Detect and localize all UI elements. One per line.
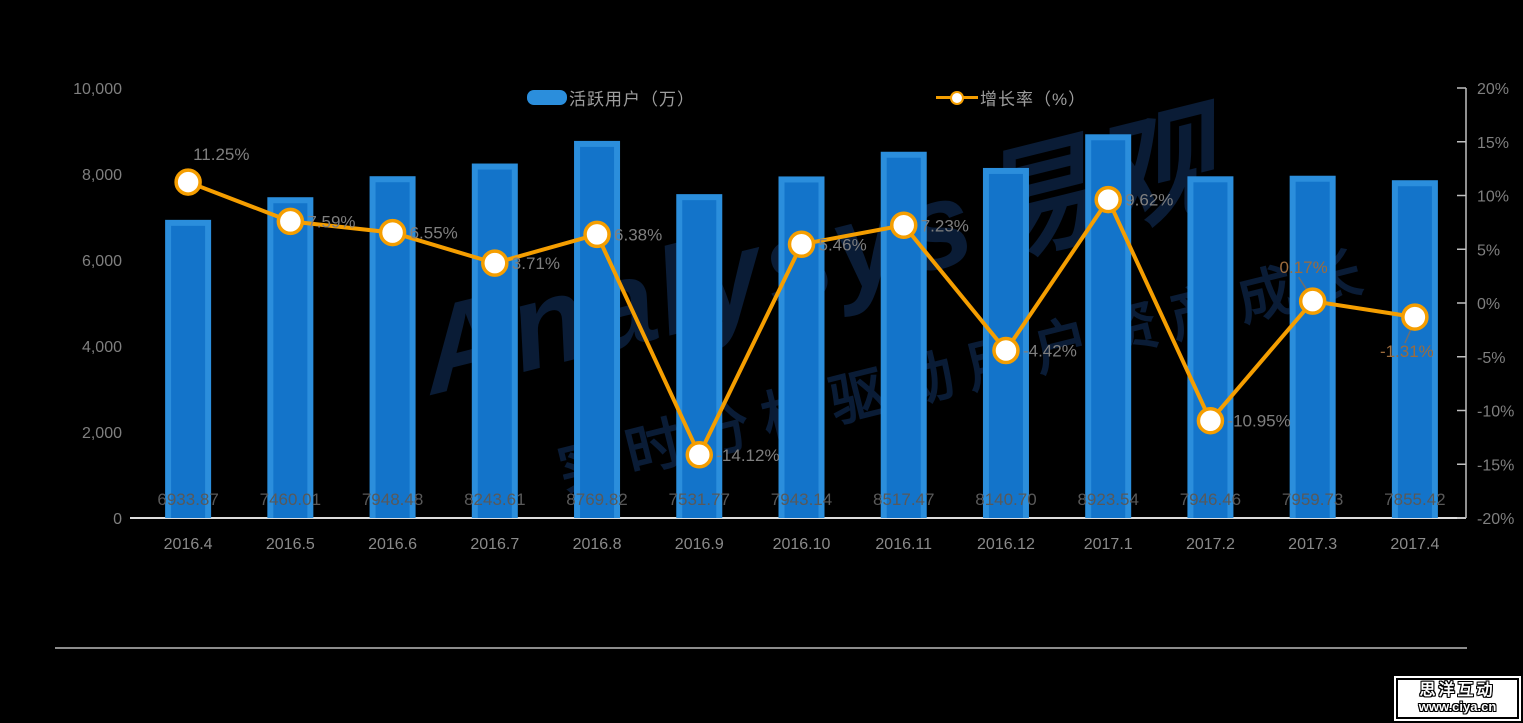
growth-label: 6.55% (410, 224, 458, 243)
growth-label: 0.17% (1280, 258, 1328, 277)
growth-label: 11.25% (193, 145, 249, 164)
right-axis-tick-label: 5% (1477, 242, 1500, 259)
left-axis-tick-label: 2,000 (82, 425, 122, 442)
bar-inner (477, 169, 512, 518)
growth-marker (685, 441, 714, 469)
legend-item-active-users: 活跃用户（万） (527, 86, 695, 109)
left-axis-tick-label: 6,000 (82, 253, 122, 270)
growth-marker (583, 220, 611, 249)
bar-inner (682, 200, 717, 518)
legend-item-growth-rate: 增长率（%） (936, 86, 1087, 109)
category-label: 2016.11 (875, 536, 932, 553)
growth-label: 6.38% (614, 225, 662, 244)
growth-marker (1196, 406, 1225, 435)
category-label: 2017.3 (1288, 536, 1337, 553)
bar-value-label: 6933.87 (157, 490, 218, 509)
legend-label-growth-rate: 增长率（%） (980, 89, 1087, 109)
bar-value-label: 7531.77 (669, 490, 730, 509)
bar-inner (1295, 181, 1330, 518)
right-axis-tick-label: 20% (1477, 81, 1509, 98)
footer-logo-url: www.ciya.cn (1418, 699, 1497, 715)
left-axis-tick-label: 10,000 (73, 81, 122, 98)
legend-line-swatch-icon (936, 90, 978, 105)
legend-label-active-users: 活跃用户（万） (569, 89, 695, 109)
right-axis-tick-label: -20% (1477, 511, 1514, 528)
category-label: 2016.4 (164, 536, 213, 553)
growth-label: 3.71% (512, 254, 560, 273)
growth-label: -1.31% (1380, 342, 1434, 361)
growth-marker (992, 336, 1020, 365)
bar-inner (273, 203, 308, 518)
legend-bar-swatch-icon (527, 89, 567, 105)
growth-label: -14.12% (716, 446, 779, 465)
category-label: 2017.1 (1084, 536, 1133, 553)
growth-marker (889, 211, 918, 240)
footer-logo-frame: 思洋互动 www.ciya.cn (1396, 678, 1519, 719)
growth-label: 5.46% (819, 235, 867, 254)
legend-line-marker-icon (950, 90, 964, 105)
left-axis-tick-label: 8,000 (82, 167, 122, 184)
left-axis-tick-label: 4,000 (82, 339, 122, 356)
right-axis-tick-label: -5% (1477, 350, 1505, 367)
left-axis-tick-label: 0 (113, 511, 122, 528)
bar-value-label: 8769.82 (566, 490, 627, 509)
growth-marker (1298, 287, 1327, 315)
category-label: 2017.2 (1186, 536, 1235, 553)
right-axis-tick-label: -10% (1477, 404, 1514, 421)
bar-inner (1397, 186, 1432, 519)
bar-value-label: 8517.47 (873, 490, 934, 509)
right-axis-tick-label: -15% (1477, 457, 1514, 474)
bar-inner (580, 146, 615, 518)
growth-marker (276, 207, 305, 236)
category-label: 2016.10 (773, 536, 831, 553)
category-label: 2016.7 (470, 536, 519, 553)
bar-value-label: 8243.61 (464, 490, 525, 509)
growth-marker (1094, 185, 1122, 214)
category-label: 2016.6 (368, 536, 417, 553)
category-label: 2016.5 (266, 536, 315, 553)
growth-label: 9.62% (1125, 191, 1173, 210)
bar-value-label: 7946.46 (1180, 490, 1241, 509)
bar-value-label: 7855.42 (1384, 490, 1445, 509)
growth-marker (1401, 303, 1429, 331)
bar-inner (1193, 182, 1228, 518)
bar-value-label: 7959.73 (1282, 490, 1343, 509)
category-label: 2016.9 (675, 536, 724, 553)
category-label: 2017.4 (1390, 536, 1439, 553)
right-axis-tick-label: 10% (1477, 189, 1509, 206)
growth-marker (787, 230, 816, 259)
growth-label: -4.42% (1023, 342, 1077, 361)
bar-value-label: 7948.48 (362, 490, 423, 509)
bar-value-label: 7460.01 (260, 490, 321, 509)
right-axis-tick-label: 15% (1477, 135, 1509, 152)
footer-logo: 思洋互动 www.ciya.cn (1394, 676, 1521, 721)
right-axis-tick-label: 0% (1477, 296, 1500, 313)
growth-label: 7.23% (921, 216, 969, 235)
bar-inner (171, 225, 206, 518)
bar-value-label: 8923.54 (1077, 490, 1138, 509)
category-label: 2016.8 (573, 536, 622, 553)
footer-divider (55, 647, 1467, 649)
growth-marker (481, 249, 509, 277)
bar-value-label: 7943.14 (771, 490, 832, 509)
growth-label: 7.59% (307, 212, 355, 231)
growth-label: -10.95% (1227, 412, 1290, 431)
growth-marker (378, 218, 407, 247)
footer-logo-title: 思洋互动 (1419, 682, 1496, 700)
growth-marker (174, 168, 202, 196)
bar-value-label: 8140.70 (975, 490, 1036, 509)
category-label: 2016.12 (977, 536, 1035, 553)
